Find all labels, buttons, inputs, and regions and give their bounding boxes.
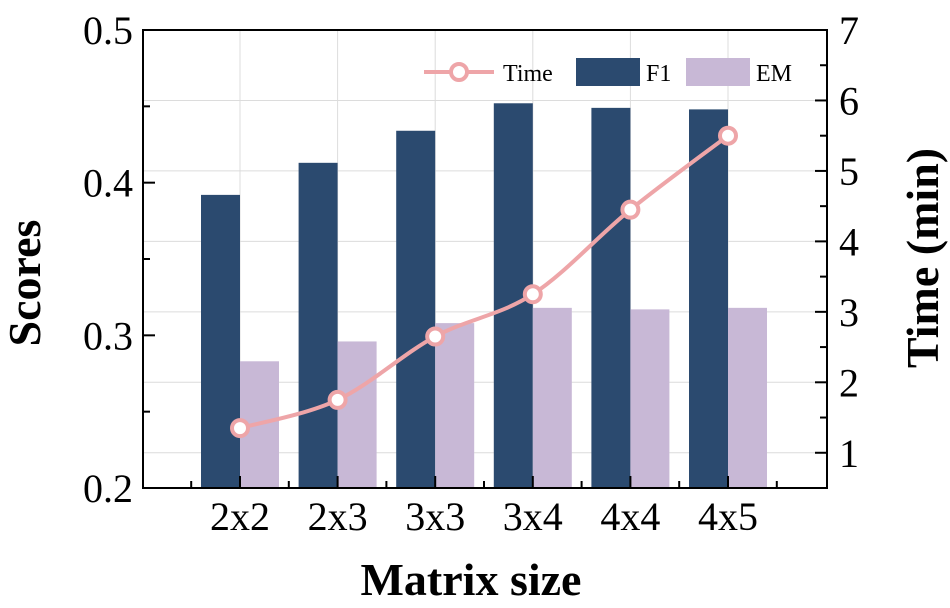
time-point [718, 125, 738, 146]
x-tick-label: 2x3 [308, 494, 368, 539]
x-tick-label: 3x4 [503, 494, 563, 539]
y2-tick-label: 5 [839, 149, 859, 194]
x-axis-title: Matrix size [361, 554, 582, 605]
y-tick-label: 0.2 [83, 466, 133, 511]
legend-em-label: EM [756, 61, 792, 87]
legend-f1-label: F1 [646, 61, 671, 87]
legend-em-swatch [686, 58, 750, 86]
y2-tick-label: 1 [839, 431, 859, 476]
x-tick-label: 2x2 [210, 494, 270, 539]
bar-em [435, 323, 475, 488]
y-tick-label: 0.5 [83, 8, 133, 53]
x-tick-label: 3x3 [405, 494, 465, 539]
legend-time-marker [449, 62, 469, 82]
y2-tick-label: 2 [839, 360, 859, 405]
time-line [230, 125, 738, 439]
y-tick-label: 0.4 [83, 161, 133, 206]
time-point [522, 284, 543, 305]
bar-em [532, 307, 572, 488]
y-axis-title: Scores [0, 220, 50, 347]
y2-tick-label: 3 [839, 290, 859, 335]
axis-ticks: 0.2 0.3 0.4 0.5 1 2 3 4 5 6 7 2x2 2x3 3x3 3x4 4x4 4x5 [83, 8, 859, 539]
y2-tick-label: 4 [839, 219, 859, 264]
bar-em [728, 307, 767, 488]
legend-f1-swatch [576, 58, 640, 86]
time-point [620, 199, 641, 220]
legend-time-label: Time [503, 61, 553, 87]
bar-f1 [201, 194, 240, 488]
time-point [230, 418, 250, 439]
bar-f1 [298, 162, 338, 488]
y2-axis-title: Time (min) [897, 148, 948, 368]
time-point [425, 326, 446, 347]
y-tick-label: 0.3 [83, 313, 133, 358]
time-point [327, 389, 348, 410]
bar-em [337, 341, 377, 488]
legend: Time F1 EM [424, 58, 792, 87]
bar-f1 [689, 109, 728, 489]
bars [201, 103, 767, 489]
x-tick-label: 4x5 [698, 494, 758, 539]
y2-tick-label: 7 [839, 8, 859, 53]
bar-em [630, 309, 670, 488]
bar-f1 [396, 130, 436, 488]
x-tick-label: 4x4 [600, 494, 660, 539]
bar-f1 [591, 107, 631, 489]
y2-tick-label: 6 [839, 78, 859, 123]
